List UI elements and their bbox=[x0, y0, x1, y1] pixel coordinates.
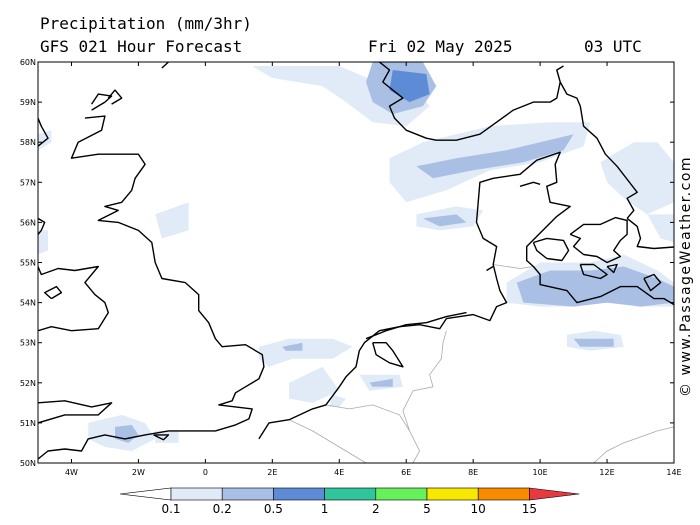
lat-tick-label: 60N bbox=[20, 58, 36, 67]
coastline-0 bbox=[38, 115, 265, 460]
coastline-2 bbox=[38, 265, 110, 332]
coastline-23 bbox=[519, 181, 541, 187]
colorbar-label: 5 bbox=[423, 502, 431, 516]
coastline-17 bbox=[606, 263, 618, 274]
precip-area-8 bbox=[516, 266, 674, 307]
lon-tick-label: 2W bbox=[132, 468, 145, 477]
border-line-4 bbox=[593, 426, 674, 463]
coastline-14 bbox=[532, 237, 570, 262]
lon-tick-label: 8E bbox=[468, 468, 478, 477]
precip-area-0 bbox=[252, 66, 430, 127]
precip-area-16 bbox=[369, 378, 393, 387]
colorbar-swatch bbox=[375, 487, 428, 501]
colorbar-swatch bbox=[221, 487, 274, 501]
precip-area-14 bbox=[282, 342, 303, 351]
coastline-12 bbox=[365, 311, 467, 340]
lat-tick-label: 58N bbox=[20, 138, 36, 147]
lat-tick-label: 53N bbox=[20, 339, 36, 348]
coastline-3 bbox=[38, 217, 46, 235]
coastline-5 bbox=[91, 93, 113, 111]
lon-tick-label: 2E bbox=[267, 468, 277, 477]
coastline-20 bbox=[378, 62, 638, 219]
precip-area-4 bbox=[416, 134, 574, 179]
coastline-10 bbox=[258, 151, 674, 440]
lat-tick-label: 57N bbox=[20, 178, 36, 187]
colorbar-swatch bbox=[324, 487, 377, 501]
colorbar-label: 0.1 bbox=[161, 502, 180, 516]
lon-tick-label: 0 bbox=[203, 468, 208, 477]
coastline-16 bbox=[579, 263, 608, 280]
lon-tick-label: 10E bbox=[532, 468, 547, 477]
colorbar-label: 15 bbox=[522, 502, 537, 516]
colorbar-swatch bbox=[170, 487, 223, 501]
lon-tick-label: 4E bbox=[334, 468, 344, 477]
coastline-7 bbox=[161, 62, 169, 69]
lon-tick-label: 4W bbox=[65, 468, 78, 477]
border-line-2 bbox=[402, 330, 447, 432]
colorbar-label: 0.2 bbox=[213, 502, 232, 516]
credit-watermark: © www.PassageWeather.com bbox=[678, 156, 698, 398]
colorbar-label: 2 bbox=[372, 502, 380, 516]
coastline-1 bbox=[38, 400, 113, 424]
lon-tick-label: 12E bbox=[599, 468, 614, 477]
lat-tick-label: 51N bbox=[20, 419, 36, 428]
forecast-time: 03 UTC bbox=[584, 37, 642, 56]
chart-title: Precipitation (mm/3hr) bbox=[40, 14, 252, 33]
colorbar-label: 0.5 bbox=[264, 502, 283, 516]
colorbar-swatch bbox=[426, 487, 479, 501]
coastline-9 bbox=[153, 434, 170, 441]
lat-tick-label: 52N bbox=[20, 379, 36, 388]
precip-area-6 bbox=[422, 214, 467, 227]
credit-text: © www.PassageWeather.com bbox=[678, 155, 694, 397]
precip-area-24 bbox=[38, 230, 48, 255]
coastline-11 bbox=[372, 342, 404, 368]
colorbar-label: 1 bbox=[321, 502, 329, 516]
precip-area-17 bbox=[289, 366, 340, 403]
precip-area-18 bbox=[329, 394, 346, 407]
lat-tick-label: 55N bbox=[20, 259, 36, 268]
coastlines bbox=[38, 62, 674, 460]
precip-area-11 bbox=[600, 142, 674, 215]
lat-tick-label: 56N bbox=[20, 218, 36, 227]
coastline-6 bbox=[107, 89, 123, 105]
country-borders bbox=[288, 264, 674, 463]
forecast-date: Fri 02 May 2025 bbox=[368, 37, 513, 56]
colorbar-high-arrow bbox=[529, 487, 580, 501]
coastline-15 bbox=[569, 216, 628, 264]
coastline-13 bbox=[486, 265, 494, 272]
lat-tick-label: 59N bbox=[20, 98, 36, 107]
colorbar-swatch bbox=[477, 487, 530, 501]
precipitation-layer bbox=[38, 62, 674, 451]
lon-tick-label: 6E bbox=[401, 468, 411, 477]
colorbar-swatch bbox=[273, 487, 325, 501]
colorbar-low-arrow bbox=[119, 487, 172, 501]
precip-area-2 bbox=[389, 70, 430, 103]
coastline-4 bbox=[38, 117, 49, 147]
colorbar-label: 10 bbox=[471, 502, 486, 516]
border-line-1 bbox=[325, 404, 421, 463]
coastline-8 bbox=[44, 285, 63, 300]
axis-ticks: 60N 59N 58N 57N 56N 55N 54N 53N 52N 51N 50N 4W 2W 0 2E… bbox=[20, 58, 682, 477]
precip-area-13 bbox=[258, 338, 353, 367]
lat-tick-label: 50N bbox=[20, 459, 36, 468]
lat-tick-label: 54N bbox=[20, 299, 36, 308]
colorbar-legend: 0.1 0.2 0.5 1 2 5 10 15 bbox=[119, 487, 580, 516]
border-line-0 bbox=[288, 419, 367, 463]
coastline-21 bbox=[626, 217, 674, 250]
forecast-label: GFS 021 Hour Forecast bbox=[40, 37, 243, 56]
border-line-3 bbox=[493, 264, 534, 269]
coastline-18 bbox=[643, 273, 662, 292]
precip-area-10 bbox=[573, 338, 614, 347]
coastline-22 bbox=[556, 65, 564, 83]
precip-area-22 bbox=[155, 202, 189, 239]
precip-area-12 bbox=[647, 214, 674, 243]
lon-tick-label: 14E bbox=[666, 468, 681, 477]
